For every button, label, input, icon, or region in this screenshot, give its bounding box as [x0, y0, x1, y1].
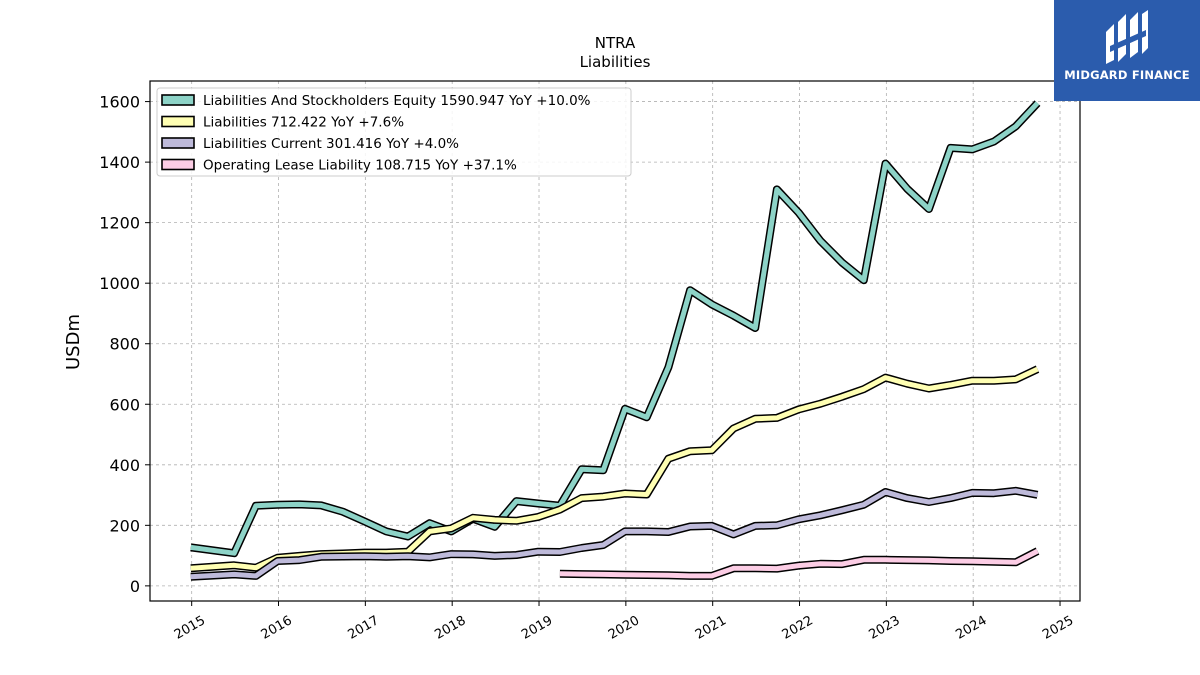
x-tick-label: 2016 [259, 613, 295, 643]
legend-swatch [161, 115, 195, 128]
series-4 [559, 547, 1040, 580]
y-tick-label: 400 [109, 456, 140, 475]
x-tick-label: 2017 [346, 613, 382, 643]
brand-logo: MIDGARD FINANCE [1054, 0, 1200, 101]
chart-title: NTRA [595, 34, 636, 52]
y-tick-label: 1600 [99, 93, 140, 112]
legend-swatch [161, 158, 195, 171]
x-tick-label: 2024 [953, 613, 989, 643]
legend-swatch [161, 137, 195, 149]
series-3 [190, 486, 1039, 581]
x-tick-label: 2023 [867, 613, 903, 643]
y-axis-label: USDm [63, 314, 84, 370]
series-line [559, 548, 1039, 579]
legend-entry: Liabilities And Stockholders Equity 1590… [203, 93, 591, 109]
x-tick-label: 2019 [519, 613, 555, 643]
y-tick-label: 1200 [99, 214, 140, 233]
y-tick-label: 1400 [99, 153, 140, 172]
series-line [190, 101, 1040, 556]
x-tick-label: 2021 [693, 613, 729, 643]
x-tick-label: 2022 [780, 613, 816, 643]
y-tick-label: 1000 [99, 274, 140, 293]
legend-swatch [161, 94, 195, 106]
y-tick-label: 0 [130, 577, 140, 596]
legend-entry: Operating Lease Liability 108.715 YoY +3… [203, 158, 517, 174]
series-1 [190, 100, 1041, 558]
legend-entry: Liabilities Current 301.416 YoY +4.0% [203, 136, 459, 152]
x-tick-label: 2018 [432, 613, 468, 643]
y-tick-label: 200 [109, 516, 140, 535]
x-tick-label: 2020 [606, 613, 642, 643]
legend-entry: Liabilities 712.422 YoY +7.6% [203, 115, 404, 131]
logo-mark-icon [1106, 10, 1148, 64]
x-tick-label: 2025 [1040, 613, 1076, 643]
plot-frame [149, 80, 1081, 602]
x-tick-label: 2015 [172, 613, 208, 643]
legend: Liabilities And Stockholders Equity 1590… [156, 87, 632, 177]
series-lines [190, 100, 1041, 581]
chart-subtitle: Liabilities [580, 53, 651, 71]
series-line [190, 488, 1038, 580]
legend-box [156, 87, 632, 177]
y-tick-label: 600 [109, 395, 140, 414]
y-tick-label: 800 [109, 335, 140, 354]
logo-text: MIDGARD FINANCE [1064, 68, 1190, 82]
